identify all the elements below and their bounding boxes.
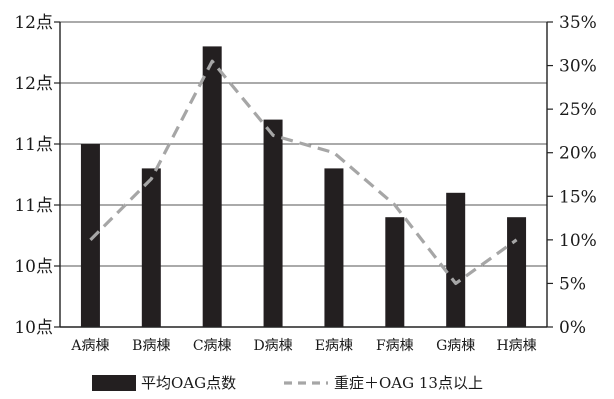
category-label: B病棟 <box>132 338 170 354</box>
line-path <box>89 59 518 286</box>
category-labels: A病棟 B病棟 C病棟 D病棟 E病棟 F病棟 G病棟 H病棟 <box>70 338 536 354</box>
category-label: D病棟 <box>253 338 292 354</box>
legend: 平均OAG点数 重症＋OAG 13点以上 <box>92 374 483 392</box>
legend-line-label: 重症＋OAG 13点以上 <box>334 374 483 392</box>
line-series <box>89 59 518 286</box>
right-tick-label: 10% <box>559 231 597 251</box>
right-tick-label: 25% <box>559 100 597 120</box>
bar-series <box>80 46 527 328</box>
left-tick-label: 10点 <box>14 257 53 277</box>
bar <box>324 168 344 327</box>
bar <box>202 46 222 328</box>
category-label: E病棟 <box>315 338 353 354</box>
right-tick-label: 0% <box>559 318 586 338</box>
bar <box>141 168 161 327</box>
right-tick-label: 35% <box>559 13 597 33</box>
right-tick-label: 30% <box>559 57 597 77</box>
bar <box>263 119 283 327</box>
bar <box>507 217 527 327</box>
bar <box>385 217 405 327</box>
right-axis-ticks: 35% 30% 25% 20% 15% 10% 5% 0% <box>559 13 597 338</box>
right-tick-label: 5% <box>559 274 586 294</box>
right-tick-label: 20% <box>559 144 597 164</box>
left-axis-ticks: 12点 12点 11点 11点 10点 10点 <box>14 13 53 338</box>
right-tick-label: 15% <box>559 187 597 207</box>
left-tick-label: 11点 <box>14 135 53 155</box>
category-label: C病棟 <box>193 338 232 354</box>
axes <box>54 21 553 328</box>
left-tick-label: 12点 <box>14 13 53 33</box>
category-label: A病棟 <box>70 338 109 354</box>
category-label: H病棟 <box>496 338 536 354</box>
left-tick-label: 11点 <box>14 196 53 216</box>
bar <box>446 192 466 327</box>
left-tick-label: 10点 <box>14 318 53 338</box>
left-tick-label: 12点 <box>14 74 53 94</box>
category-label: G病棟 <box>436 338 475 354</box>
bar <box>80 144 100 327</box>
legend-bar-swatch <box>92 375 136 391</box>
legend-bar-label: 平均OAG点数 <box>141 374 236 392</box>
category-label: F病棟 <box>376 338 414 354</box>
